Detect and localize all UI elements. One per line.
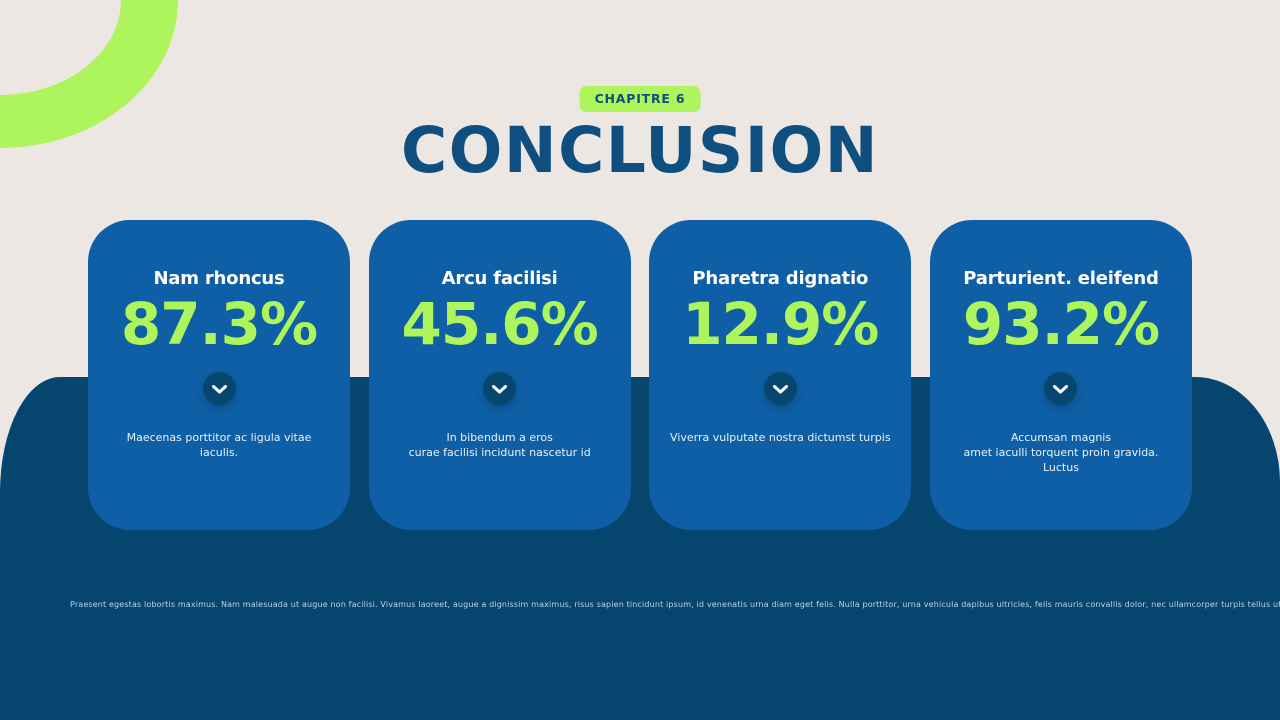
stat-value: 87.3% xyxy=(120,290,318,358)
stat-value: 93.2% xyxy=(962,290,1160,358)
stat-card-1: Nam rhoncus 87.3% Maecenas porttitor ac … xyxy=(88,220,350,530)
chevron-down-icon xyxy=(1053,379,1069,398)
card-description: Viverra vulputate nostra dictumst turpis xyxy=(670,430,891,444)
footer-text: Praesent egestas lobortis maximus. Nam m… xyxy=(70,600,1280,609)
expand-button[interactable] xyxy=(202,371,236,405)
stat-value: 12.9% xyxy=(682,290,879,358)
card-title: Parturient. eleifend xyxy=(963,268,1159,289)
card-description: Accumsan magnis amet iaculli torquent pr… xyxy=(963,430,1159,475)
stat-cards-row: Nam rhoncus 87.3% Maecenas porttitor ac … xyxy=(88,220,1192,530)
card-description: Maecenas porttitor ac ligula vitae iacul… xyxy=(126,430,312,460)
expand-button[interactable] xyxy=(1044,371,1078,405)
expand-button[interactable] xyxy=(483,371,517,405)
chapter-badge: CHAPITRE 6 xyxy=(579,86,701,112)
stat-value: 45.6% xyxy=(401,290,599,358)
stat-card-2: Arcu facilisi 45.6% In bibendum a eros c… xyxy=(368,220,631,530)
chevron-down-icon xyxy=(492,379,508,398)
card-description: In bibendum a eros curae facilisi incidu… xyxy=(408,430,591,460)
expand-button[interactable] xyxy=(763,371,797,405)
card-title: Nam rhoncus xyxy=(153,268,285,289)
stat-card-4: Parturient. eleifend 93.2% Accumsan magn… xyxy=(929,220,1192,530)
card-title: Arcu facilisi xyxy=(441,268,558,289)
chevron-down-icon xyxy=(211,379,227,398)
chevron-down-icon xyxy=(772,379,788,398)
stat-card-3: Pharetra dignatio 12.9% Viverra vulputat… xyxy=(649,220,912,530)
corner-arc-decoration xyxy=(0,0,178,148)
page-title: CONCLUSION xyxy=(401,114,879,187)
card-title: Pharetra dignatio xyxy=(692,268,869,289)
